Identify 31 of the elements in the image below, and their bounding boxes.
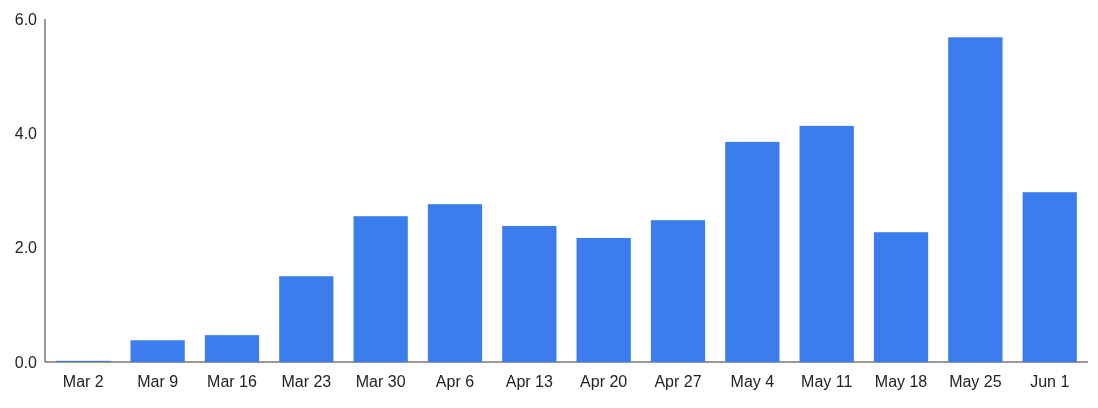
bar <box>427 204 483 362</box>
x-tick-label: Mar 2 <box>62 373 104 390</box>
y-tick-label: 6.0 <box>14 10 38 28</box>
bar <box>725 141 780 362</box>
bar <box>650 220 706 362</box>
x-tick-label: Mar 23 <box>281 373 332 390</box>
x-tick-label: Apr 20 <box>580 373 628 390</box>
x-tick-label: Mar 16 <box>207 373 257 390</box>
x-tick-label: Apr 6 <box>435 373 475 390</box>
y-tick-label: 2.0 <box>14 239 38 257</box>
x-tick-label: Jun 1 <box>1030 373 1070 390</box>
bar <box>353 216 408 362</box>
x-tick-label: May 4 <box>730 373 775 390</box>
bar <box>279 276 334 362</box>
x-tick-label: Apr 27 <box>654 373 702 390</box>
x-tick-label: May 11 <box>801 373 853 390</box>
x-tick-label: Mar 9 <box>137 373 179 390</box>
y-tick-label: 4.0 <box>14 124 38 142</box>
y-tick-label: 0.0 <box>14 353 38 371</box>
bar <box>1022 192 1077 362</box>
bar <box>948 37 1003 362</box>
x-tick-label: Apr 13 <box>505 373 553 390</box>
bar <box>204 335 260 362</box>
bar <box>576 237 631 362</box>
x-tick-label: May 18 <box>874 373 928 390</box>
bar <box>502 225 557 362</box>
bar <box>873 232 929 362</box>
bar <box>799 125 854 362</box>
x-tick-label: Mar 30 <box>355 373 406 390</box>
x-tick-label: May 25 <box>949 373 1002 390</box>
bar <box>130 340 185 362</box>
